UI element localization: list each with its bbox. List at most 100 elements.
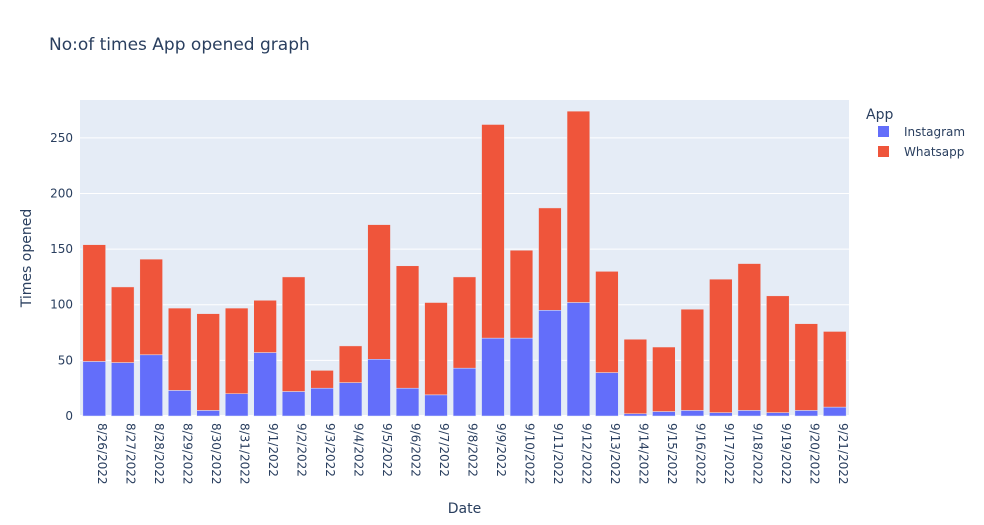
bar-instagram[interactable] xyxy=(652,411,676,417)
bar-instagram[interactable] xyxy=(424,394,448,417)
bar-whatsapp[interactable] xyxy=(395,265,420,389)
x-tick-label: 8/27/2022 xyxy=(124,423,138,485)
bar-whatsapp[interactable] xyxy=(481,124,505,339)
x-tick-label: 9/11/2022 xyxy=(551,423,565,485)
bar-whatsapp[interactable] xyxy=(281,276,306,392)
bar-instagram[interactable] xyxy=(338,382,363,417)
y-tick-label: 150 xyxy=(50,242,73,256)
x-tick-label: 9/3/2022 xyxy=(323,423,337,477)
bar-whatsapp[interactable] xyxy=(367,224,391,360)
bar-instagram[interactable] xyxy=(566,302,591,417)
x-tick-label: 9/21/2022 xyxy=(836,423,850,485)
bar-instagram[interactable] xyxy=(595,372,619,417)
bars xyxy=(82,110,847,417)
bar-instagram[interactable] xyxy=(395,387,420,417)
y-tick-label: 100 xyxy=(50,298,73,312)
bar-instagram[interactable] xyxy=(766,412,790,417)
chart-title: No:of times App opened graph xyxy=(49,35,310,55)
x-tick-label: 8/26/2022 xyxy=(95,423,109,485)
bar-whatsapp[interactable] xyxy=(623,338,648,415)
x-tick-label: 8/31/2022 xyxy=(238,423,252,485)
y-tick-label: 250 xyxy=(50,131,73,145)
x-tick-label: 9/8/2022 xyxy=(466,423,480,477)
bar-instagram[interactable] xyxy=(111,362,135,417)
legend-swatch-whatsapp xyxy=(878,146,889,157)
x-tick-label: 9/2/2022 xyxy=(295,423,309,477)
x-tick-label: 9/7/2022 xyxy=(437,423,451,477)
x-tick-label: 9/20/2022 xyxy=(807,423,821,485)
x-tick-label: 9/14/2022 xyxy=(636,423,650,485)
bar-instagram[interactable] xyxy=(310,387,334,417)
y-tick-label: 50 xyxy=(58,353,73,367)
bar-instagram[interactable] xyxy=(481,337,505,417)
bar-instagram[interactable] xyxy=(452,367,477,417)
bar-instagram[interactable] xyxy=(823,406,847,417)
bar-whatsapp[interactable] xyxy=(424,302,448,396)
y-tick-label: 200 xyxy=(50,186,73,200)
bar-instagram[interactable] xyxy=(281,391,306,417)
x-tick-label: 9/19/2022 xyxy=(779,423,793,485)
x-tick-label: 8/28/2022 xyxy=(152,423,166,485)
bar-whatsapp[interactable] xyxy=(139,258,163,356)
legend-title: App xyxy=(866,107,893,123)
bar-whatsapp[interactable] xyxy=(766,295,790,413)
bar-whatsapp[interactable] xyxy=(82,244,106,362)
bar-whatsapp[interactable] xyxy=(794,323,818,411)
bar-whatsapp[interactable] xyxy=(225,307,249,394)
bar-whatsapp[interactable] xyxy=(823,331,847,408)
x-tick-label: 9/5/2022 xyxy=(380,423,394,477)
x-tick-labels: 8/26/2022 8/27/2022 8/28/2022 8/29/2022 8/30… xyxy=(95,423,850,485)
x-tick-label: 9/1/2022 xyxy=(266,423,280,477)
bar-whatsapp[interactable] xyxy=(737,263,761,411)
bar-instagram[interactable] xyxy=(225,393,249,417)
y-axis-title: Times opened xyxy=(19,209,35,308)
x-tick-label: 9/6/2022 xyxy=(409,423,423,477)
legend-label-instagram: Instagram xyxy=(904,125,965,139)
bar-instagram[interactable] xyxy=(509,337,534,417)
legend-label-whatsapp: Whatsapp xyxy=(904,145,964,159)
bar-whatsapp[interactable] xyxy=(253,300,277,353)
x-tick-label: 9/4/2022 xyxy=(352,423,366,477)
x-tick-label: 9/18/2022 xyxy=(750,423,764,485)
x-tick-label: 9/9/2022 xyxy=(494,423,508,477)
legend[interactable]: App Instagram Whatsapp xyxy=(866,107,965,159)
bar-whatsapp[interactable] xyxy=(595,271,619,373)
bar-whatsapp[interactable] xyxy=(111,286,135,363)
x-tick-label: 9/13/2022 xyxy=(608,423,622,485)
bar-whatsapp[interactable] xyxy=(566,110,591,303)
bar-instagram[interactable] xyxy=(680,410,704,417)
bar-instagram[interactable] xyxy=(196,410,220,417)
bar-instagram[interactable] xyxy=(253,352,277,417)
x-tick-label: 8/30/2022 xyxy=(209,423,223,485)
bar-instagram[interactable] xyxy=(82,361,106,417)
x-tick-label: 9/10/2022 xyxy=(522,423,536,485)
x-tick-label: 8/29/2022 xyxy=(181,423,195,485)
bar-instagram[interactable] xyxy=(794,410,818,417)
x-tick-label: 9/12/2022 xyxy=(579,423,593,485)
bar-whatsapp[interactable] xyxy=(709,278,733,413)
bar-instagram[interactable] xyxy=(623,413,648,417)
bar-whatsapp[interactable] xyxy=(680,308,704,411)
bar-instagram[interactable] xyxy=(737,410,761,417)
legend-swatch-instagram xyxy=(878,126,889,137)
bar-instagram[interactable] xyxy=(709,412,733,417)
bar-instagram[interactable] xyxy=(538,310,562,417)
bar-whatsapp[interactable] xyxy=(168,307,192,391)
legend-item-instagram[interactable]: Instagram xyxy=(878,125,965,139)
bar-whatsapp[interactable] xyxy=(509,249,534,339)
y-tick-label: 0 xyxy=(65,409,73,423)
y-tick-labels: 0 50 100 150 200 250 xyxy=(50,131,73,423)
bar-instagram[interactable] xyxy=(168,390,192,417)
bar-whatsapp[interactable] xyxy=(196,313,220,411)
x-tick-label: 9/16/2022 xyxy=(693,423,707,485)
bar-whatsapp[interactable] xyxy=(310,370,334,389)
bar-whatsapp[interactable] xyxy=(338,345,363,383)
x-tick-label: 9/17/2022 xyxy=(722,423,736,485)
bar-whatsapp[interactable] xyxy=(652,346,676,412)
bar-whatsapp[interactable] xyxy=(538,207,562,311)
bar-instagram[interactable] xyxy=(139,354,163,417)
legend-item-whatsapp[interactable]: Whatsapp xyxy=(878,145,964,159)
bar-instagram[interactable] xyxy=(367,359,391,417)
bar-whatsapp[interactable] xyxy=(452,276,477,369)
